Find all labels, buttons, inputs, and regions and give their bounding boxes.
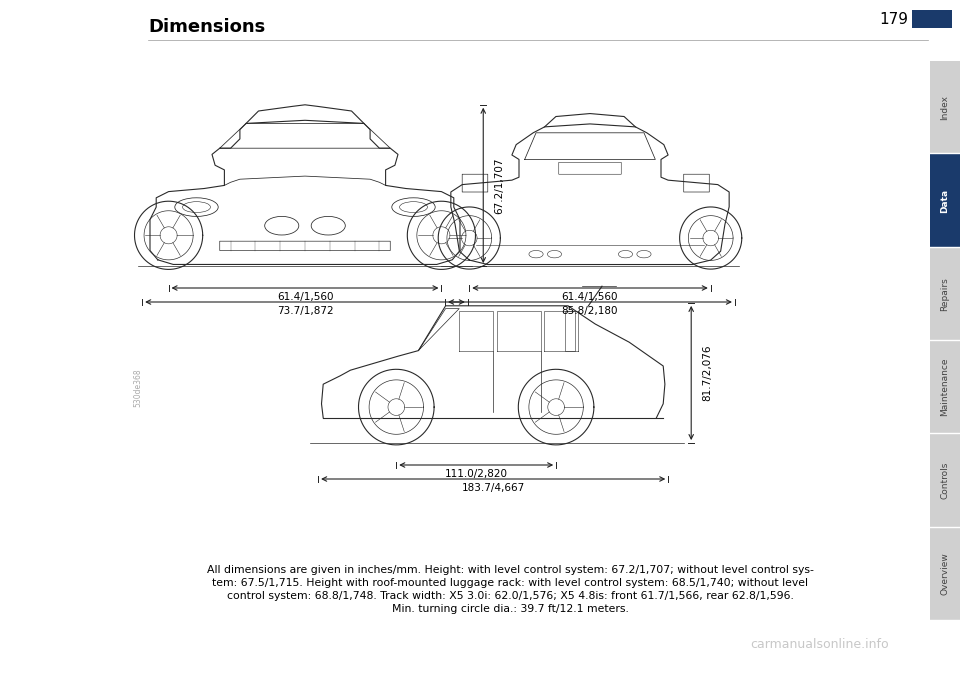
Bar [912, 10, 952, 28]
Text: 61.4/1,560: 61.4/1,560 [562, 292, 618, 302]
Text: control system: 68.8/1,748. Track width: X5 3.0i: 62.0/1,576; X5 4.8is: front 61: control system: 68.8/1,748. Track width:… [227, 591, 793, 601]
Text: Maintenance: Maintenance [941, 358, 949, 416]
Text: 61.4/1,560: 61.4/1,560 [276, 292, 333, 302]
Text: Overview: Overview [941, 553, 949, 595]
Bar [930, 341, 960, 433]
Text: All dimensions are given in inches/mm. Height: with level control system: 67.2/1: All dimensions are given in inches/mm. H… [206, 565, 813, 575]
Bar [930, 527, 960, 620]
Text: Controls: Controls [941, 462, 949, 499]
Text: 111.0/2,820: 111.0/2,820 [444, 469, 508, 479]
Bar [930, 247, 960, 340]
Text: 67.2/1,707: 67.2/1,707 [494, 157, 504, 214]
Bar [930, 155, 960, 247]
Text: Data: Data [941, 188, 949, 213]
Text: 85.8/2,180: 85.8/2,180 [562, 306, 618, 316]
Text: 179: 179 [879, 12, 908, 26]
Text: 81.7/2,076: 81.7/2,076 [702, 344, 712, 401]
Text: Dimensions: Dimensions [148, 18, 265, 36]
Text: 530de368: 530de368 [133, 369, 142, 407]
Text: carmanualsonline.info: carmanualsonline.info [751, 637, 889, 650]
Text: 73.7/1,872: 73.7/1,872 [276, 306, 333, 316]
Bar [930, 61, 960, 153]
Text: 183.7/4,667: 183.7/4,667 [462, 483, 525, 493]
Text: Min. turning circle dia.: 39.7 ft/12.1 meters.: Min. turning circle dia.: 39.7 ft/12.1 m… [392, 604, 629, 614]
Bar [930, 435, 960, 527]
Text: Index: Index [941, 95, 949, 119]
Text: Repairs: Repairs [941, 277, 949, 311]
Text: tem: 67.5/1,715. Height with roof-mounted luggage rack: with level control syste: tem: 67.5/1,715. Height with roof-mounte… [212, 578, 808, 588]
